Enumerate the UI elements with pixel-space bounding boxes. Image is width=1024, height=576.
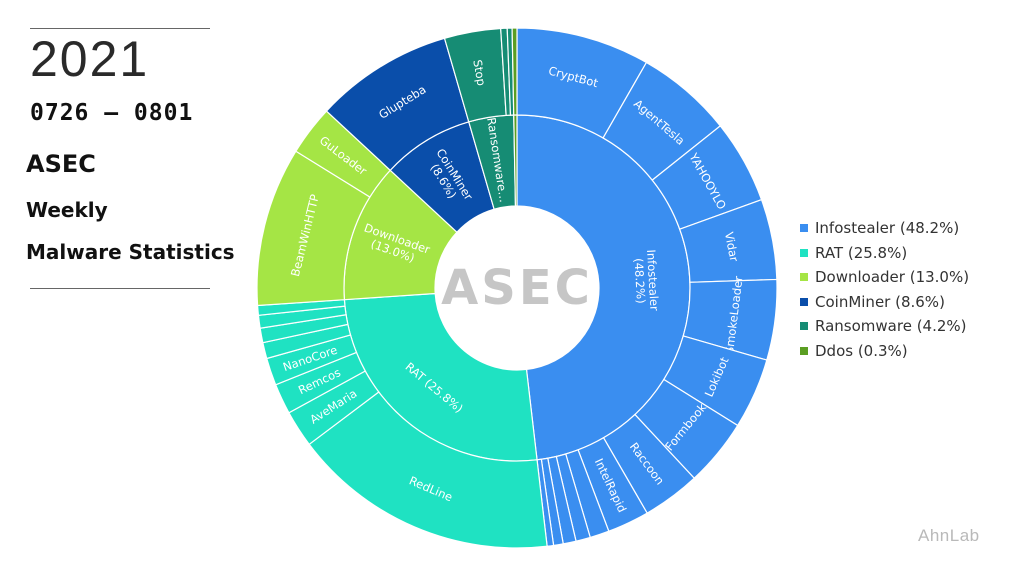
legend-label: Ddos (0.3%) [815, 341, 908, 360]
legend-swatch [800, 273, 808, 282]
legend-label: Infostealer (48.2%) [815, 219, 960, 238]
date-range: 0726 – 0801 [30, 100, 194, 126]
report-title-weekly: Weekly [26, 198, 108, 222]
legend-swatch [800, 248, 808, 257]
legend-label: Downloader (13.0%) [815, 268, 970, 287]
legend-item-ransomware: Ransomware (4.2%) [800, 314, 969, 339]
legend-item-rat: RAT (25.8%) [800, 241, 969, 266]
subcategory-label-vidar: Vidar [722, 231, 741, 263]
chart-legend: Infostealer (48.2%) RAT (25.8%) Download… [800, 216, 969, 363]
subcategory-label-stop: Stop [470, 59, 488, 87]
legend-item-infostealer: Infostealer (48.2%) [800, 216, 969, 241]
report-title-asec: ASEC [26, 150, 96, 178]
year-label: 2021 [30, 31, 150, 87]
legend-item-ddos: Ddos (0.3%) [800, 339, 969, 364]
subcategory-segment-ddos-minor-0 [511, 27, 518, 116]
legend-label: RAT (25.8%) [815, 243, 908, 262]
legend-swatch [800, 224, 808, 233]
bottom-divider [30, 288, 210, 289]
legend-item-downloader: Downloader (13.0%) [800, 265, 969, 290]
center-asec-logo: ASEC [441, 260, 593, 316]
legend-item-coinminer: CoinMiner (8.6%) [800, 290, 969, 315]
legend-label: CoinMiner (8.6%) [815, 292, 945, 311]
legend-swatch [800, 322, 808, 331]
top-divider [30, 28, 210, 29]
legend-swatch [800, 346, 808, 355]
report-title-malware-statistics: Malware Statistics [26, 240, 235, 264]
ahnlab-logo: AhnLab [918, 526, 980, 545]
category-label-infostealer: Infostealer(48.2%) [631, 249, 662, 312]
legend-swatch [800, 297, 808, 306]
legend-label: Ransomware (4.2%) [815, 317, 967, 336]
